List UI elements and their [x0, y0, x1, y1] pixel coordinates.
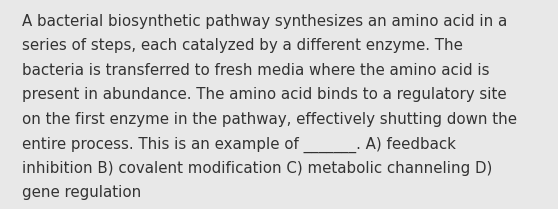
Text: present in abundance. The amino acid binds to a regulatory site: present in abundance. The amino acid bin…	[22, 88, 507, 102]
Text: inhibition B) covalent modification C) metabolic channeling D): inhibition B) covalent modification C) m…	[22, 161, 492, 176]
Text: gene regulation: gene regulation	[22, 186, 141, 200]
Text: series of steps, each catalyzed by a different enzyme. The: series of steps, each catalyzed by a dif…	[22, 38, 463, 54]
Text: entire process. This is an example of _______. A) feedback: entire process. This is an example of __…	[22, 136, 456, 153]
Text: on the first enzyme in the pathway, effectively shutting down the: on the first enzyme in the pathway, effe…	[22, 112, 517, 127]
Text: A bacterial biosynthetic pathway synthesizes an amino acid in a: A bacterial biosynthetic pathway synthes…	[22, 14, 507, 29]
Text: bacteria is transferred to fresh media where the amino acid is: bacteria is transferred to fresh media w…	[22, 63, 489, 78]
